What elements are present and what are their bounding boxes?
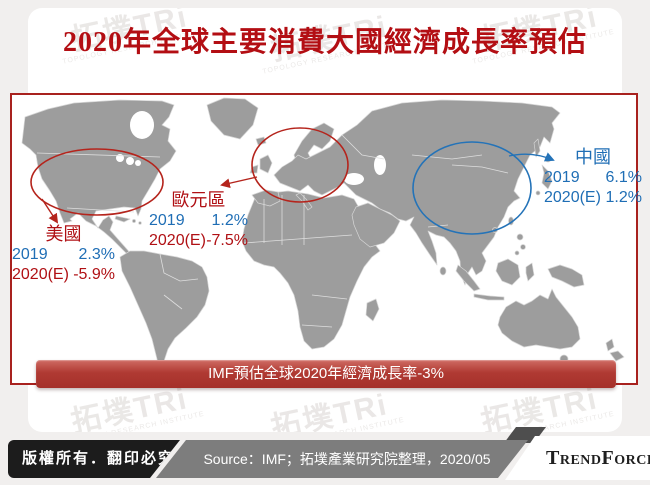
- us-data-block: 美國 2019 2.3% 2020(E) -5.9%: [12, 224, 115, 285]
- china-arrow: [508, 152, 555, 162]
- source-note: Source：IMF；拓墣產業研究院整理，2020/05: [156, 440, 528, 478]
- imf-forecast-banner: IMF預估全球2020年經濟成長率-3%: [36, 360, 616, 388]
- copyright-notice: 版權所有．翻印必究: [8, 440, 180, 478]
- us-2019-row: 2019 2.3%: [12, 246, 115, 263]
- world-map: [21, 97, 625, 372]
- eurozone-data-block: 歐元區 2019 1.2% 2020(E) -7.5%: [149, 190, 248, 251]
- china-data-block: 中國 2019 6.1% 2020(E) 1.2%: [544, 147, 642, 208]
- china-2020-row: 2020(E) 1.2%: [544, 189, 642, 206]
- eurozone-arrow: [220, 176, 258, 189]
- us-label: 美國: [45, 224, 82, 244]
- eurozone-ellipse: [251, 127, 349, 203]
- page-title: 2020年全球主要消費大國經濟成長率預估: [62, 27, 587, 58]
- eurozone-2019-row: 2019 1.2%: [149, 212, 248, 229]
- eurozone-label: 歐元區: [171, 190, 226, 210]
- china-2019-row: 2019 6.1%: [544, 169, 642, 186]
- world-map-panel: 美國 2019 2.3% 2020(E) -5.9% 歐元區 2019 1.2%…: [10, 93, 642, 385]
- eurozone-2020-row: 2020(E) -7.5%: [149, 232, 248, 249]
- lakes: [116, 111, 386, 185]
- us-arrow: [41, 198, 59, 224]
- us-ellipse: [30, 148, 164, 216]
- china-label: 中國: [575, 147, 611, 167]
- us-2020-row: 2020(E) -5.9%: [12, 266, 115, 283]
- continents: [21, 97, 625, 372]
- trendforce-logo-text: TrendForce: [546, 446, 650, 469]
- china-ellipse: [412, 141, 532, 235]
